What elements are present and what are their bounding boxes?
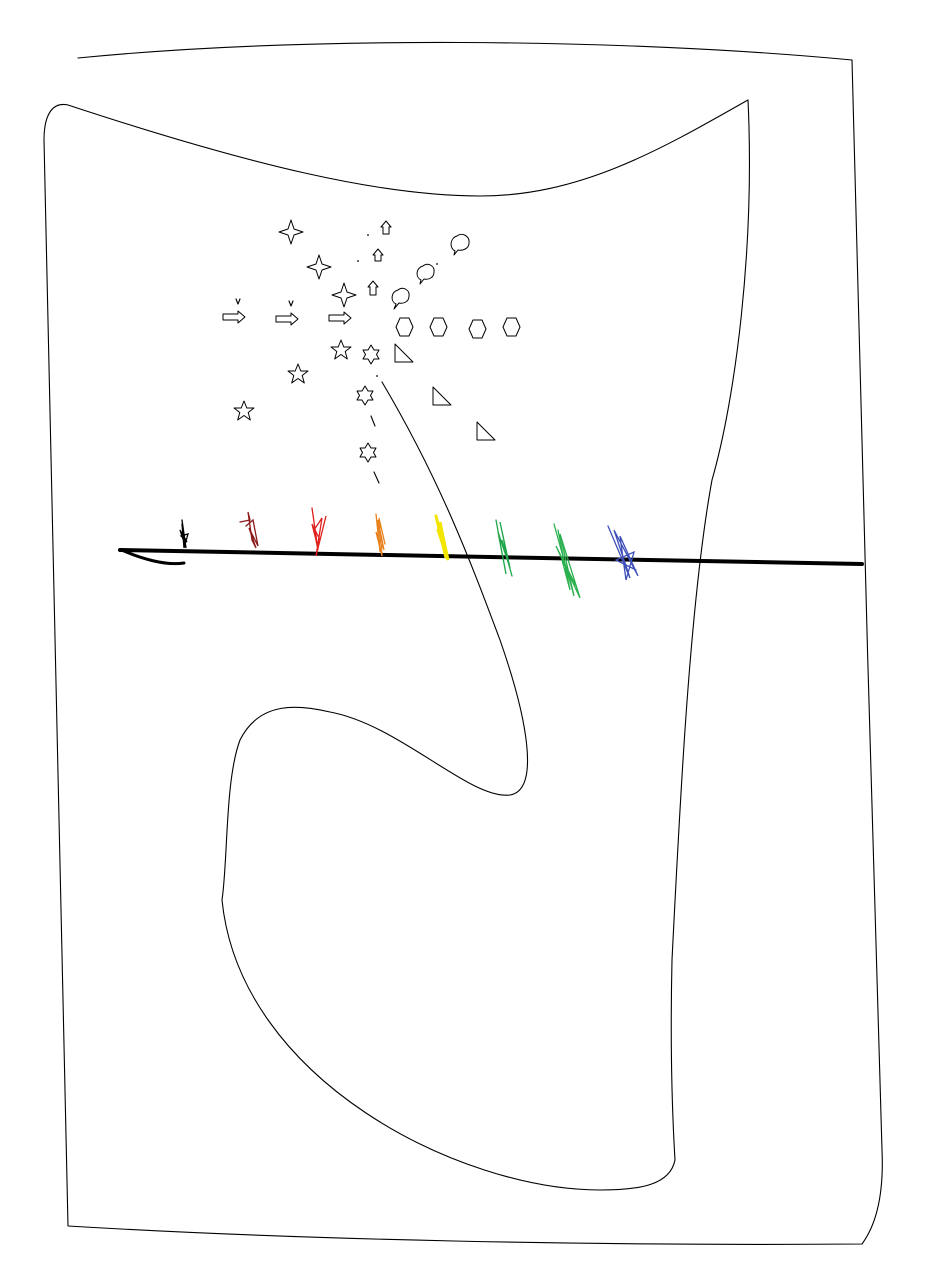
- red-scribble: [311, 507, 327, 557]
- v-mark: [235, 298, 241, 305]
- thick-line-hook: [122, 549, 186, 566]
- arrow-right-group: [222, 310, 352, 326]
- blue-scribble: [607, 525, 639, 581]
- right-triangle-icon: [394, 343, 414, 363]
- five-point-star-icon: [330, 339, 352, 360]
- six-point-star-icon: [356, 385, 374, 406]
- hexagon-icon: [468, 319, 487, 339]
- v-mark: [288, 300, 294, 307]
- color-scribble-group: [179, 507, 639, 599]
- thought-bubble-group: [391, 233, 470, 310]
- arrow-right-icon: [328, 311, 352, 325]
- green-scribble: [495, 519, 513, 577]
- four-point-star-group: [278, 219, 357, 308]
- four-point-star-icon: [278, 219, 304, 245]
- hexagon-icon: [502, 317, 521, 337]
- arrow-up-group: [367, 220, 392, 296]
- six-point-star-icon: [359, 442, 377, 463]
- four-point-star-icon: [306, 254, 332, 280]
- dash-mark: [370, 415, 376, 427]
- arrow-right-icon: [275, 312, 299, 326]
- hexagon-icon: [429, 317, 448, 337]
- hexagon-icon: [395, 317, 414, 337]
- five-point-star-icon: [287, 363, 309, 384]
- inner-outline: [67, 99, 750, 1191]
- thought-bubble-icon: [391, 287, 410, 310]
- small-dot: [376, 375, 378, 377]
- v-mark-group: [235, 298, 294, 307]
- black-scribble: [179, 519, 189, 549]
- thick-horizontal-line: [118, 548, 864, 566]
- small-dot: [357, 260, 359, 262]
- green-2-scribble: [553, 523, 581, 599]
- arrow-up-icon: [367, 280, 379, 296]
- hexagon-group: [395, 317, 521, 339]
- small-dot-group: [357, 234, 438, 377]
- dash-mark: [373, 471, 380, 484]
- dark-red-scribble: [239, 511, 259, 549]
- arrow-right-icon: [222, 310, 246, 324]
- arrow-up-icon: [380, 220, 392, 235]
- six-point-star-icon: [362, 344, 380, 365]
- five-point-star-group: [233, 339, 352, 421]
- yellow-scribble: [434, 514, 450, 561]
- dash-mark-group: [370, 415, 380, 484]
- small-dot: [367, 234, 369, 236]
- orange-scribble: [375, 513, 386, 557]
- right-triangle-icon: [476, 421, 496, 441]
- outer-frame: [43, 41, 883, 1245]
- four-point-star-icon: [331, 282, 357, 308]
- six-point-star-group: [356, 344, 380, 463]
- right-triangle-icon: [432, 386, 452, 406]
- right-triangle-group: [394, 343, 496, 441]
- arrow-up-icon: [372, 248, 384, 262]
- five-point-star-icon: [233, 400, 255, 421]
- small-dot: [436, 263, 438, 265]
- thought-bubble-icon: [416, 263, 435, 285]
- thought-bubble-icon: [450, 233, 470, 256]
